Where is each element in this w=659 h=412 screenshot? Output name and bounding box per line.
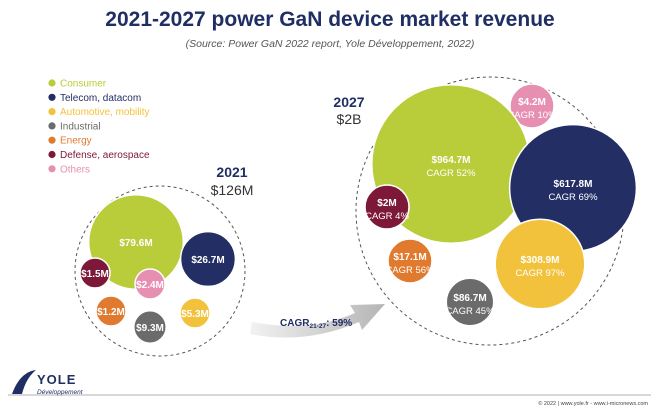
group-2021-boundary (74, 185, 246, 357)
arrow-label-suffix: : 59% (326, 318, 352, 329)
bubble-cagr-2027-automotive-mobility: CAGR 97% (515, 268, 565, 279)
legend-dot-industrial (48, 122, 56, 130)
bubble-2027-others (509, 83, 555, 129)
bubble-value-2021-telecom-datacom: $26.7M (191, 255, 224, 266)
legend-label-industrial: Industrial (60, 121, 101, 132)
legend-dot-energy (48, 136, 56, 144)
bubble-value-2027-others: $4.2M (518, 97, 546, 108)
bubble-2021-others (134, 268, 166, 300)
yole-logo: YOLE Développement (12, 370, 84, 396)
bubble-cagr-2027-defense-aerospace: CAGR 4% (365, 211, 409, 222)
bubble-value-2021-consumer: $79.6M (119, 238, 152, 249)
bubble-cagr-2027-consumer: CAGR 52% (426, 168, 476, 179)
chart-title: 2021-2027 power GaN device market revenu… (105, 8, 554, 31)
bubble-value-2027-industrial: $86.7M (453, 293, 486, 304)
bubble-2027-automotive-mobility (494, 218, 586, 310)
logo-subtext: Développement (37, 389, 84, 396)
bubble-cagr-2027-others: CAGR 10% (507, 110, 557, 121)
bubble-value-2027-consumer: $964.7M (432, 155, 471, 166)
bubble-2021-defense-aerospace (79, 257, 111, 289)
legend-label-telecom-datacom: Telecom, datacom (60, 93, 141, 104)
legend-dot-defense-aerospace (48, 150, 56, 159)
bubble-value-2027-defense-aerospace: $2M (377, 198, 396, 209)
bubble-cagr-2027-telecom-datacom: CAGR 69% (548, 192, 598, 203)
group-2021-year: 2021 (216, 164, 247, 180)
legend-label-automotive-mobility: Automotive, mobility (60, 107, 149, 118)
growth-arrow-label: CAGR21-27: 59% (280, 318, 352, 330)
legend-dot-automotive-mobility (48, 108, 56, 116)
bubble-cagr-2027-industrial: CAGR 45% (445, 306, 495, 317)
bubbles-2027: $4.2M CAGR 10% $964.7M CAGR 52% $617.8M CAGR … (364, 83, 638, 327)
bubble-value-2021-automotive-mobility: $5.3M (181, 309, 209, 320)
arrow-label-sub: 21-27 (309, 323, 326, 330)
legend-label-consumer: Consumer (60, 79, 107, 90)
legend-dot-others (48, 165, 56, 173)
bubble-value-2021-industrial: $9.3M (136, 323, 164, 334)
legend-dot-consumer (48, 79, 56, 87)
bubbles-2021: $79.6M $26.7M $1.5M $2.4M $1.2M $5.3M $9.3M (79, 193, 237, 344)
arrow-label-prefix: CAGR (280, 318, 310, 329)
bubble-2027-energy (387, 238, 433, 284)
bubble-2027-industrial (445, 277, 495, 327)
bubble-value-2027-automotive-mobility: $308.9M (521, 255, 560, 266)
bubble-value-2027-energy: $17.1M (393, 252, 426, 263)
yole-swoosh-icon (12, 370, 36, 394)
bubble-value-2027-telecom-datacom: $617.8M (554, 179, 593, 190)
bubble-2021-energy (95, 295, 127, 327)
group-2027-year: 2027 (333, 94, 364, 110)
chart-source: (Source: Power GaN 2022 report, Yole Dév… (186, 38, 475, 50)
bubble-2021-telecom-datacom (179, 230, 237, 288)
group-2027-total: $2B (337, 111, 362, 127)
bubble-2021-industrial (133, 310, 167, 344)
legend-label-energy: Energy (60, 136, 92, 147)
legend-label-others: Others (60, 164, 90, 175)
bubble-2021-automotive-mobility (179, 297, 211, 329)
growth-arrow (250, 304, 385, 338)
legend: Consumer Telecom, datacom Automotive, mobi… (48, 79, 150, 175)
bubble-2027-defense-aerospace (364, 184, 410, 230)
bubble-value-2021-energy: $1.2M (97, 307, 125, 318)
legend-dot-telecom-datacom (48, 93, 56, 101)
bubble-value-2021-defense-aerospace: $1.5M (81, 269, 109, 280)
footer-copyright: © 2022 | www.yole.fr - www.i-micronews.c… (538, 400, 648, 407)
logo-text: YOLE (37, 372, 76, 387)
bubble-value-2021-others: $2.4M (136, 280, 164, 291)
bubble-cagr-2027-energy: CAGR 56% (385, 265, 435, 276)
legend-label-defense-aerospace: Defense, aerospace (60, 150, 150, 161)
group-2021-total: $126M (211, 182, 254, 198)
